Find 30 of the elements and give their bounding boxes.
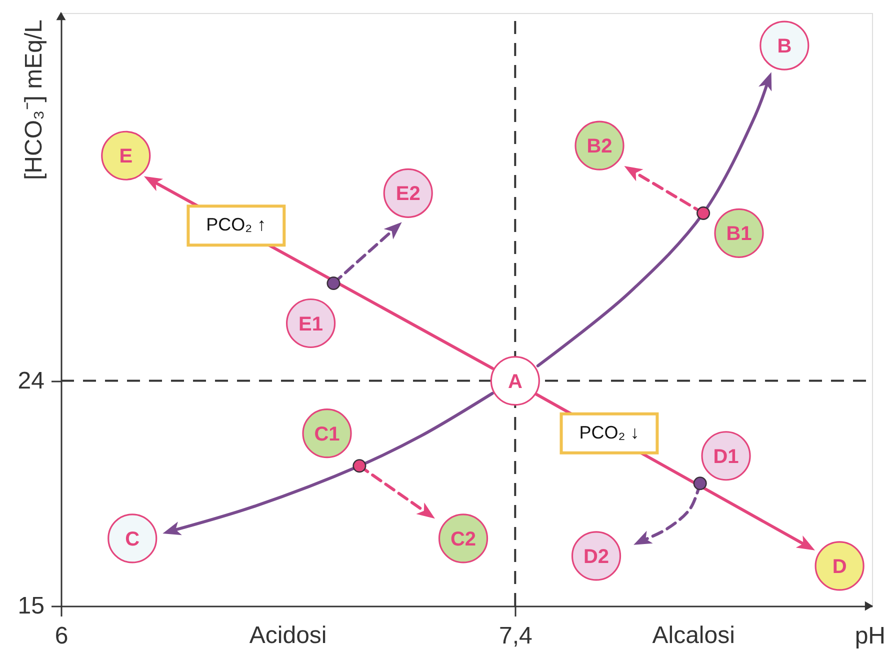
data-label: E1	[298, 313, 324, 336]
annotation: PCO₂ ↓	[579, 422, 640, 442]
point	[101, 130, 151, 180]
data-label: B1	[726, 223, 752, 246]
point	[490, 356, 540, 406]
x-axis-title: pH	[854, 622, 886, 650]
data-label: E2	[396, 183, 420, 206]
point	[352, 459, 366, 473]
data-label: B	[777, 36, 792, 58]
point	[760, 20, 810, 70]
point	[696, 206, 710, 220]
data-label: C2	[450, 528, 476, 550]
y-tick-label: 15	[18, 592, 44, 620]
data-label: D2	[583, 546, 610, 568]
point	[814, 541, 864, 591]
text: Acidosi	[249, 622, 327, 649]
x-tick-label: 7,4	[498, 622, 532, 650]
data-label: D	[832, 556, 847, 578]
data-label: B2	[586, 136, 612, 158]
data-label: C1	[314, 423, 340, 446]
y-axis-title: [HCO₃⁻] mEq/L	[20, 20, 48, 180]
x-tick-label: 6	[54, 622, 68, 650]
text: Alcalosi	[652, 622, 735, 649]
data-label: C	[125, 528, 140, 550]
y-tick-label: 24	[18, 367, 44, 394]
annotation: PCO₂ ↑	[206, 214, 266, 235]
data-label: E	[119, 146, 133, 168]
point	[108, 514, 158, 564]
data-label: D1	[713, 446, 739, 468]
data-label: A	[508, 370, 522, 393]
